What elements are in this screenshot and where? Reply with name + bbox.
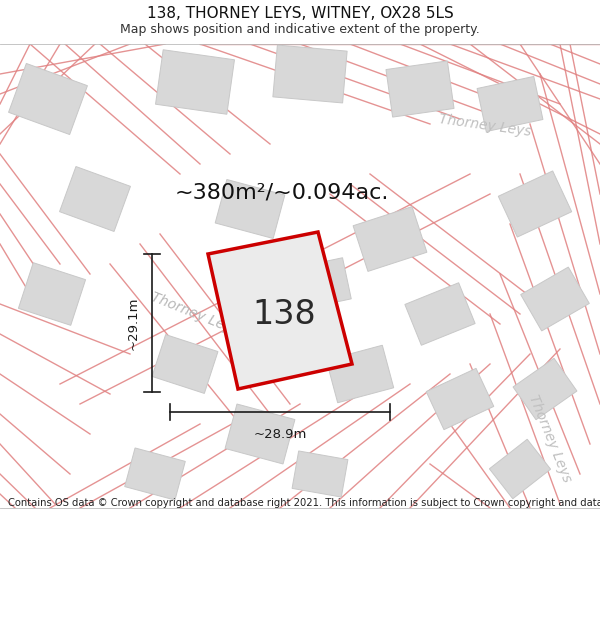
Text: 138, THORNEY LEYS, WITNEY, OX28 5LS: 138, THORNEY LEYS, WITNEY, OX28 5LS xyxy=(146,6,454,21)
Polygon shape xyxy=(289,258,351,310)
Text: ~380m²/~0.094ac.: ~380m²/~0.094ac. xyxy=(175,182,389,202)
Text: 138: 138 xyxy=(252,298,316,331)
Polygon shape xyxy=(426,368,494,429)
Text: ~29.1m: ~29.1m xyxy=(127,296,140,350)
Polygon shape xyxy=(386,61,454,117)
Polygon shape xyxy=(8,64,88,134)
Polygon shape xyxy=(225,404,295,464)
Polygon shape xyxy=(477,76,543,131)
Polygon shape xyxy=(59,166,130,231)
Polygon shape xyxy=(215,179,285,239)
Polygon shape xyxy=(326,345,394,403)
Polygon shape xyxy=(292,451,348,497)
Polygon shape xyxy=(152,334,218,393)
Polygon shape xyxy=(499,171,572,237)
Polygon shape xyxy=(405,282,475,345)
Polygon shape xyxy=(273,45,347,103)
Polygon shape xyxy=(155,50,235,114)
Polygon shape xyxy=(19,262,86,326)
Text: Thorney Leys: Thorney Leys xyxy=(526,393,574,485)
Polygon shape xyxy=(125,448,185,500)
Text: Contains OS data © Crown copyright and database right 2021. This information is : Contains OS data © Crown copyright and d… xyxy=(8,498,600,508)
Text: Thorney Leys: Thorney Leys xyxy=(149,290,241,338)
Polygon shape xyxy=(513,358,577,420)
Text: Map shows position and indicative extent of the property.: Map shows position and indicative extent… xyxy=(120,24,480,36)
Text: ~28.9m: ~28.9m xyxy=(253,428,307,441)
Polygon shape xyxy=(208,232,352,389)
Polygon shape xyxy=(521,267,589,331)
Polygon shape xyxy=(353,207,427,271)
Text: Thorney Leys: Thorney Leys xyxy=(438,112,532,139)
Polygon shape xyxy=(490,439,551,499)
